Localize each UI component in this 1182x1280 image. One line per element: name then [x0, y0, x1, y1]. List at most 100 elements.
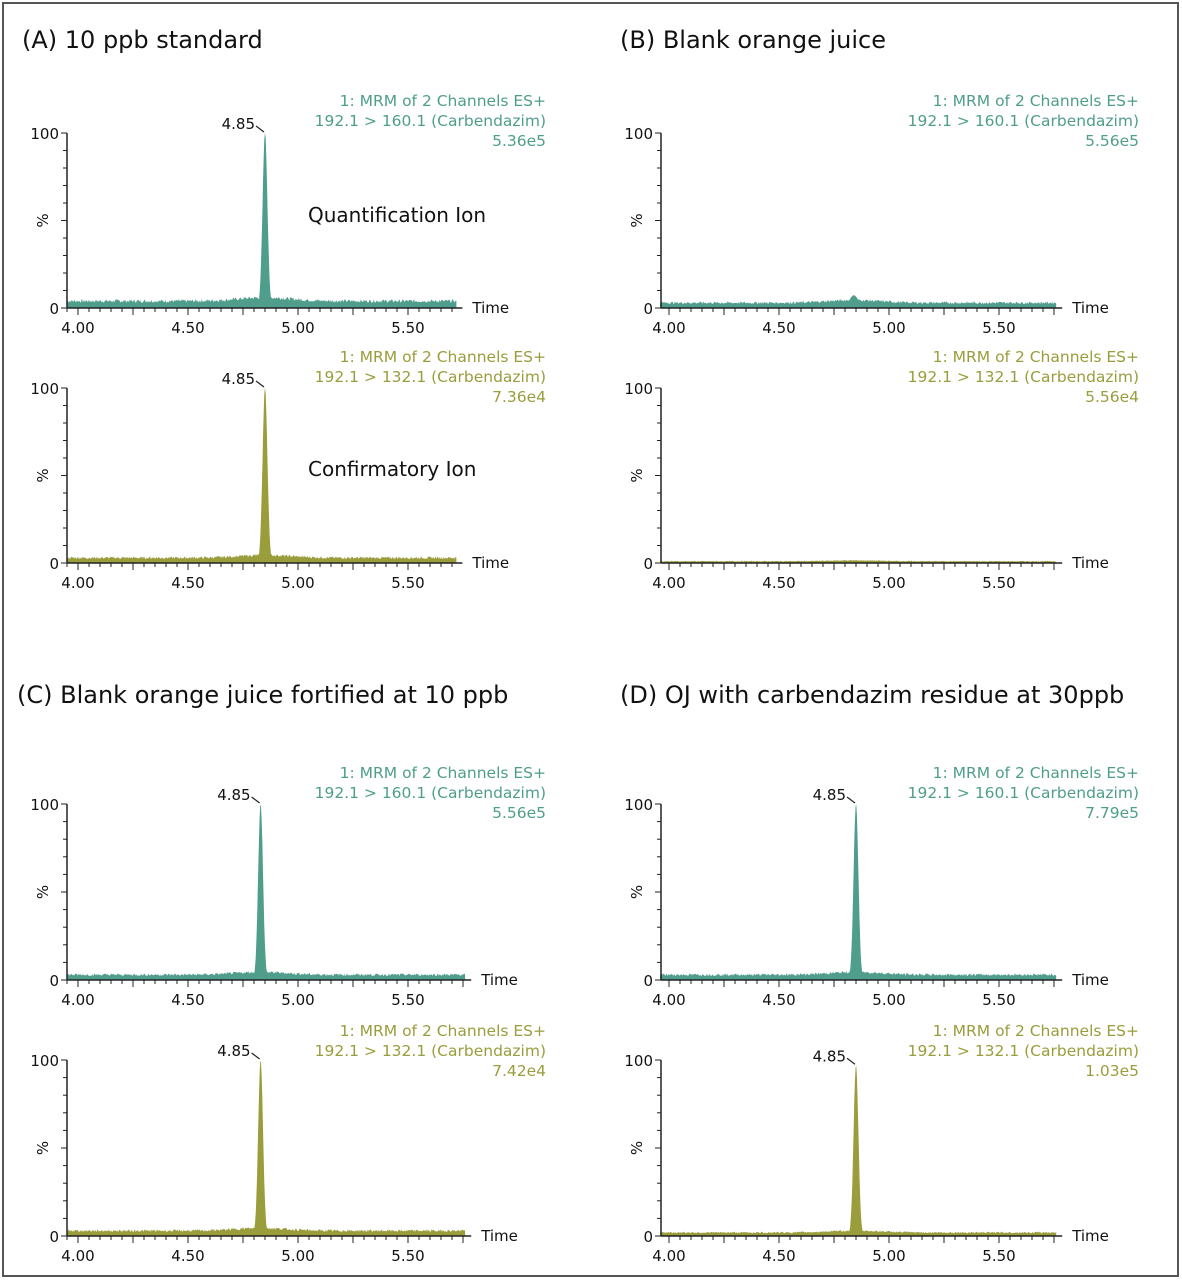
- peak-label-leader: [846, 1057, 856, 1065]
- panel-title-b: (B) Blank orange juice: [620, 26, 886, 54]
- y-axis-label: %: [628, 468, 646, 482]
- channel-header-line: 5.36e5: [492, 132, 546, 150]
- x-tick-label: 4.00: [652, 1247, 685, 1265]
- channel-header-line: 5.56e4: [1085, 388, 1139, 406]
- x-tick-label: 4.00: [652, 319, 685, 337]
- channel-header-line: 192.1 > 160.1 (Carbendazim): [908, 112, 1139, 130]
- channel-header-line: 1: MRM of 2 Channels ES+: [933, 1022, 1139, 1040]
- y-tick-label: 0: [49, 300, 59, 318]
- peak-label: 4.85: [222, 370, 255, 388]
- x-tick-label: 5.50: [391, 574, 424, 592]
- y-axis-label: %: [628, 1141, 646, 1155]
- y-axis-label: %: [628, 213, 646, 227]
- channel-header-line: 1: MRM of 2 Channels ES+: [340, 1022, 546, 1040]
- x-tick-label: 4.50: [762, 991, 795, 1009]
- channel-header-line: 1: MRM of 2 Channels ES+: [340, 348, 546, 366]
- y-tick-label: 100: [624, 125, 653, 143]
- chromatogram-d-confirm: 4.00 4.50 5.00 5.50 0 100 Time% 1: MRM of 2 Cha…: [624, 1022, 1139, 1265]
- x-tick-label: 5.50: [982, 319, 1015, 337]
- peak-label-leader: [251, 1052, 260, 1060]
- x-tick-label: 5.50: [982, 1247, 1015, 1265]
- x-tick-label: 5.00: [872, 574, 905, 592]
- channel-header-line: 192.1 > 160.1 (Carbendazim): [908, 784, 1139, 802]
- channel-header-line: 192.1 > 132.1 (Carbendazim): [908, 1042, 1139, 1060]
- x-tick-label: 5.00: [872, 1247, 905, 1265]
- y-tick-label: 0: [643, 555, 653, 573]
- peak-label: 4.85: [217, 1042, 250, 1060]
- y-axis-label: %: [34, 885, 52, 899]
- x-tick-label: 4.00: [652, 574, 685, 592]
- x-axis-label: Time: [471, 299, 509, 317]
- x-axis-label: Time: [480, 971, 518, 989]
- x-tick-label: 5.00: [281, 574, 314, 592]
- x-tick-label: 4.50: [762, 319, 795, 337]
- channel-header-line: 192.1 > 132.1 (Carbendazim): [315, 1042, 546, 1060]
- x-tick-label: 4.50: [171, 319, 204, 337]
- channel-header-line: 1: MRM of 2 Channels ES+: [933, 764, 1139, 782]
- y-axis-label: %: [628, 885, 646, 899]
- x-tick-label: 5.50: [391, 319, 424, 337]
- ion-annotation: Quantification Ion: [308, 203, 486, 227]
- x-tick-label: 5.50: [391, 991, 424, 1009]
- y-tick-label: 0: [643, 300, 653, 318]
- chromatogram-b-quant: 4.00 4.50 5.00 5.50 0 100 Time% 1: MRM of 2 Cha…: [624, 92, 1139, 337]
- x-tick-label: 4.50: [762, 574, 795, 592]
- x-axis-label: Time: [1071, 299, 1109, 317]
- y-tick-label: 0: [49, 555, 59, 573]
- channel-header-line: 1: MRM of 2 Channels ES+: [340, 764, 546, 782]
- x-tick-label: 5.00: [281, 319, 314, 337]
- y-axis-label: %: [34, 213, 52, 227]
- channel-header-line: 1: MRM of 2 Channels ES+: [933, 348, 1139, 366]
- x-tick-label: 5.00: [872, 319, 905, 337]
- panel-title-d: (D) OJ with carbendazim residue at 30ppb: [620, 681, 1124, 709]
- y-tick-label: 0: [49, 972, 59, 990]
- x-axis-label: Time: [471, 554, 509, 572]
- trace-area: [67, 804, 466, 980]
- channel-header-line: 1.03e5: [1085, 1062, 1139, 1080]
- y-axis-label: %: [34, 468, 52, 482]
- x-tick-label: 5.50: [391, 1247, 424, 1265]
- x-axis-label: Time: [1071, 971, 1109, 989]
- peak-label-leader: [846, 796, 856, 804]
- x-tick-label: 4.50: [762, 1247, 795, 1265]
- peak-label: 4.85: [217, 786, 250, 804]
- chromatogram-a-confirm: 4.00 4.50 5.00 5.50 0 100 Time% 1: MRM of 2 Cha…: [30, 348, 546, 592]
- trace-area: [660, 804, 1057, 980]
- y-tick-label: 100: [30, 796, 59, 814]
- y-tick-label: 100: [624, 1052, 653, 1070]
- x-tick-label: 4.50: [171, 574, 204, 592]
- channel-header-line: 5.56e5: [1085, 132, 1139, 150]
- x-tick-label: 4.50: [171, 1247, 204, 1265]
- x-tick-label: 4.00: [61, 991, 94, 1009]
- chromatogram-a-quant: 4.00 4.50 5.00 5.50 0 100 Time% 1: MRM of 2 Cha…: [30, 92, 546, 337]
- trace-area: [67, 1060, 466, 1236]
- peak-label-leader: [255, 125, 265, 133]
- channel-header-line: 5.56e5: [492, 804, 546, 822]
- chromatogram-c-confirm: 4.00 4.50 5.00 5.50 0 100 Time% 1: MRM of 2 Cha…: [30, 1022, 546, 1265]
- x-tick-label: 4.50: [171, 991, 204, 1009]
- y-tick-label: 100: [30, 380, 59, 398]
- x-tick-label: 5.00: [872, 991, 905, 1009]
- channel-header-line: 192.1 > 160.1 (Carbendazim): [315, 784, 546, 802]
- channel-header-line: 7.36e4: [492, 388, 546, 406]
- y-tick-label: 100: [30, 1052, 59, 1070]
- channel-header-line: 192.1 > 132.1 (Carbendazim): [315, 368, 546, 386]
- y-tick-label: 100: [624, 796, 653, 814]
- x-tick-label: 5.50: [982, 574, 1015, 592]
- x-tick-label: 5.00: [281, 1247, 314, 1265]
- channel-header-line: 1: MRM of 2 Channels ES+: [933, 92, 1139, 110]
- x-tick-label: 5.50: [982, 991, 1015, 1009]
- x-tick-label: 4.00: [61, 319, 94, 337]
- y-tick-label: 0: [49, 1228, 59, 1246]
- y-tick-label: 100: [30, 125, 59, 143]
- x-axis-label: Time: [480, 1227, 518, 1245]
- ion-annotation: Confirmatory Ion: [308, 457, 476, 481]
- x-tick-label: 5.00: [281, 991, 314, 1009]
- panel-title-c: (C) Blank orange juice fortified at 10 p…: [17, 681, 508, 709]
- y-axis-label: %: [34, 1141, 52, 1155]
- chromatogram-c-quant: 4.00 4.50 5.00 5.50 0 100 Time% 1: MRM of 2 Cha…: [30, 764, 546, 1009]
- x-tick-label: 4.00: [652, 991, 685, 1009]
- x-tick-label: 4.00: [61, 574, 94, 592]
